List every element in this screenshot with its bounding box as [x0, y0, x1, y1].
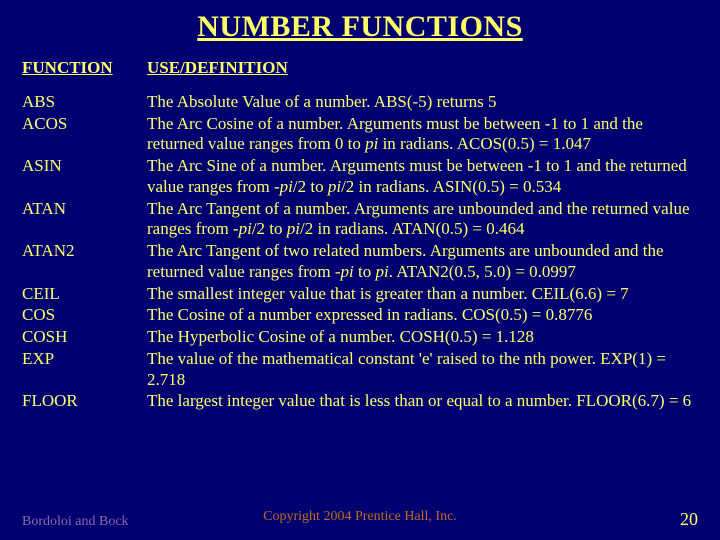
- func-def: The Arc Tangent of a number. Arguments a…: [147, 199, 698, 240]
- func-name: ATAN2: [22, 241, 147, 282]
- func-def: The smallest integer value that is great…: [147, 284, 698, 305]
- table-row: ATAN2 The Arc Tangent of two related num…: [22, 241, 698, 282]
- table-row: COS The Cosine of a number expressed in …: [22, 305, 698, 326]
- func-name: COS: [22, 305, 147, 326]
- func-name: ABS: [22, 92, 147, 113]
- func-def: The largest integer value that is less t…: [147, 391, 698, 412]
- func-name: FLOOR: [22, 391, 147, 412]
- func-name: COSH: [22, 327, 147, 348]
- table-header: FUNCTION USE/DEFINITION: [22, 58, 698, 78]
- footer-page-number: 20: [680, 509, 698, 530]
- table-row: ABS The Absolute Value of a number. ABS(…: [22, 92, 698, 113]
- table-body: ABS The Absolute Value of a number. ABS(…: [22, 92, 698, 412]
- func-name: CEIL: [22, 284, 147, 305]
- table-row: FLOOR The largest integer value that is …: [22, 391, 698, 412]
- slide-title: NUMBER FUNCTIONS: [22, 10, 698, 44]
- header-function: FUNCTION: [22, 58, 147, 78]
- func-def: The Cosine of a number expressed in radi…: [147, 305, 698, 326]
- func-def: The Arc Tangent of two related numbers. …: [147, 241, 698, 282]
- func-name: ASIN: [22, 156, 147, 197]
- footer-author: Bordoloi and Bock: [22, 514, 129, 530]
- table-row: ACOS The Arc Cosine of a number. Argumen…: [22, 114, 698, 155]
- table-row: ASIN The Arc Sine of a number. Arguments…: [22, 156, 698, 197]
- header-definition: USE/DEFINITION: [147, 58, 698, 78]
- func-def: The Arc Cosine of a number. Arguments mu…: [147, 114, 698, 155]
- func-def: The value of the mathematical constant '…: [147, 349, 698, 390]
- table-row: ATAN The Arc Tangent of a number. Argume…: [22, 199, 698, 240]
- table-row: COSH The Hyperbolic Cosine of a number. …: [22, 327, 698, 348]
- table-row: CEIL The smallest integer value that is …: [22, 284, 698, 305]
- func-def: The Arc Sine of a number. Arguments must…: [147, 156, 698, 197]
- func-def: The Hyperbolic Cosine of a number. COSH(…: [147, 327, 698, 348]
- func-name: EXP: [22, 349, 147, 390]
- func-def: The Absolute Value of a number. ABS(-5) …: [147, 92, 698, 113]
- table-row: EXP The value of the mathematical consta…: [22, 349, 698, 390]
- footer: Bordoloi and Bock Copyright 2004 Prentic…: [0, 509, 720, 530]
- func-name: ATAN: [22, 199, 147, 240]
- slide: NUMBER FUNCTIONS FUNCTION USE/DEFINITION…: [0, 0, 720, 540]
- func-name: ACOS: [22, 114, 147, 155]
